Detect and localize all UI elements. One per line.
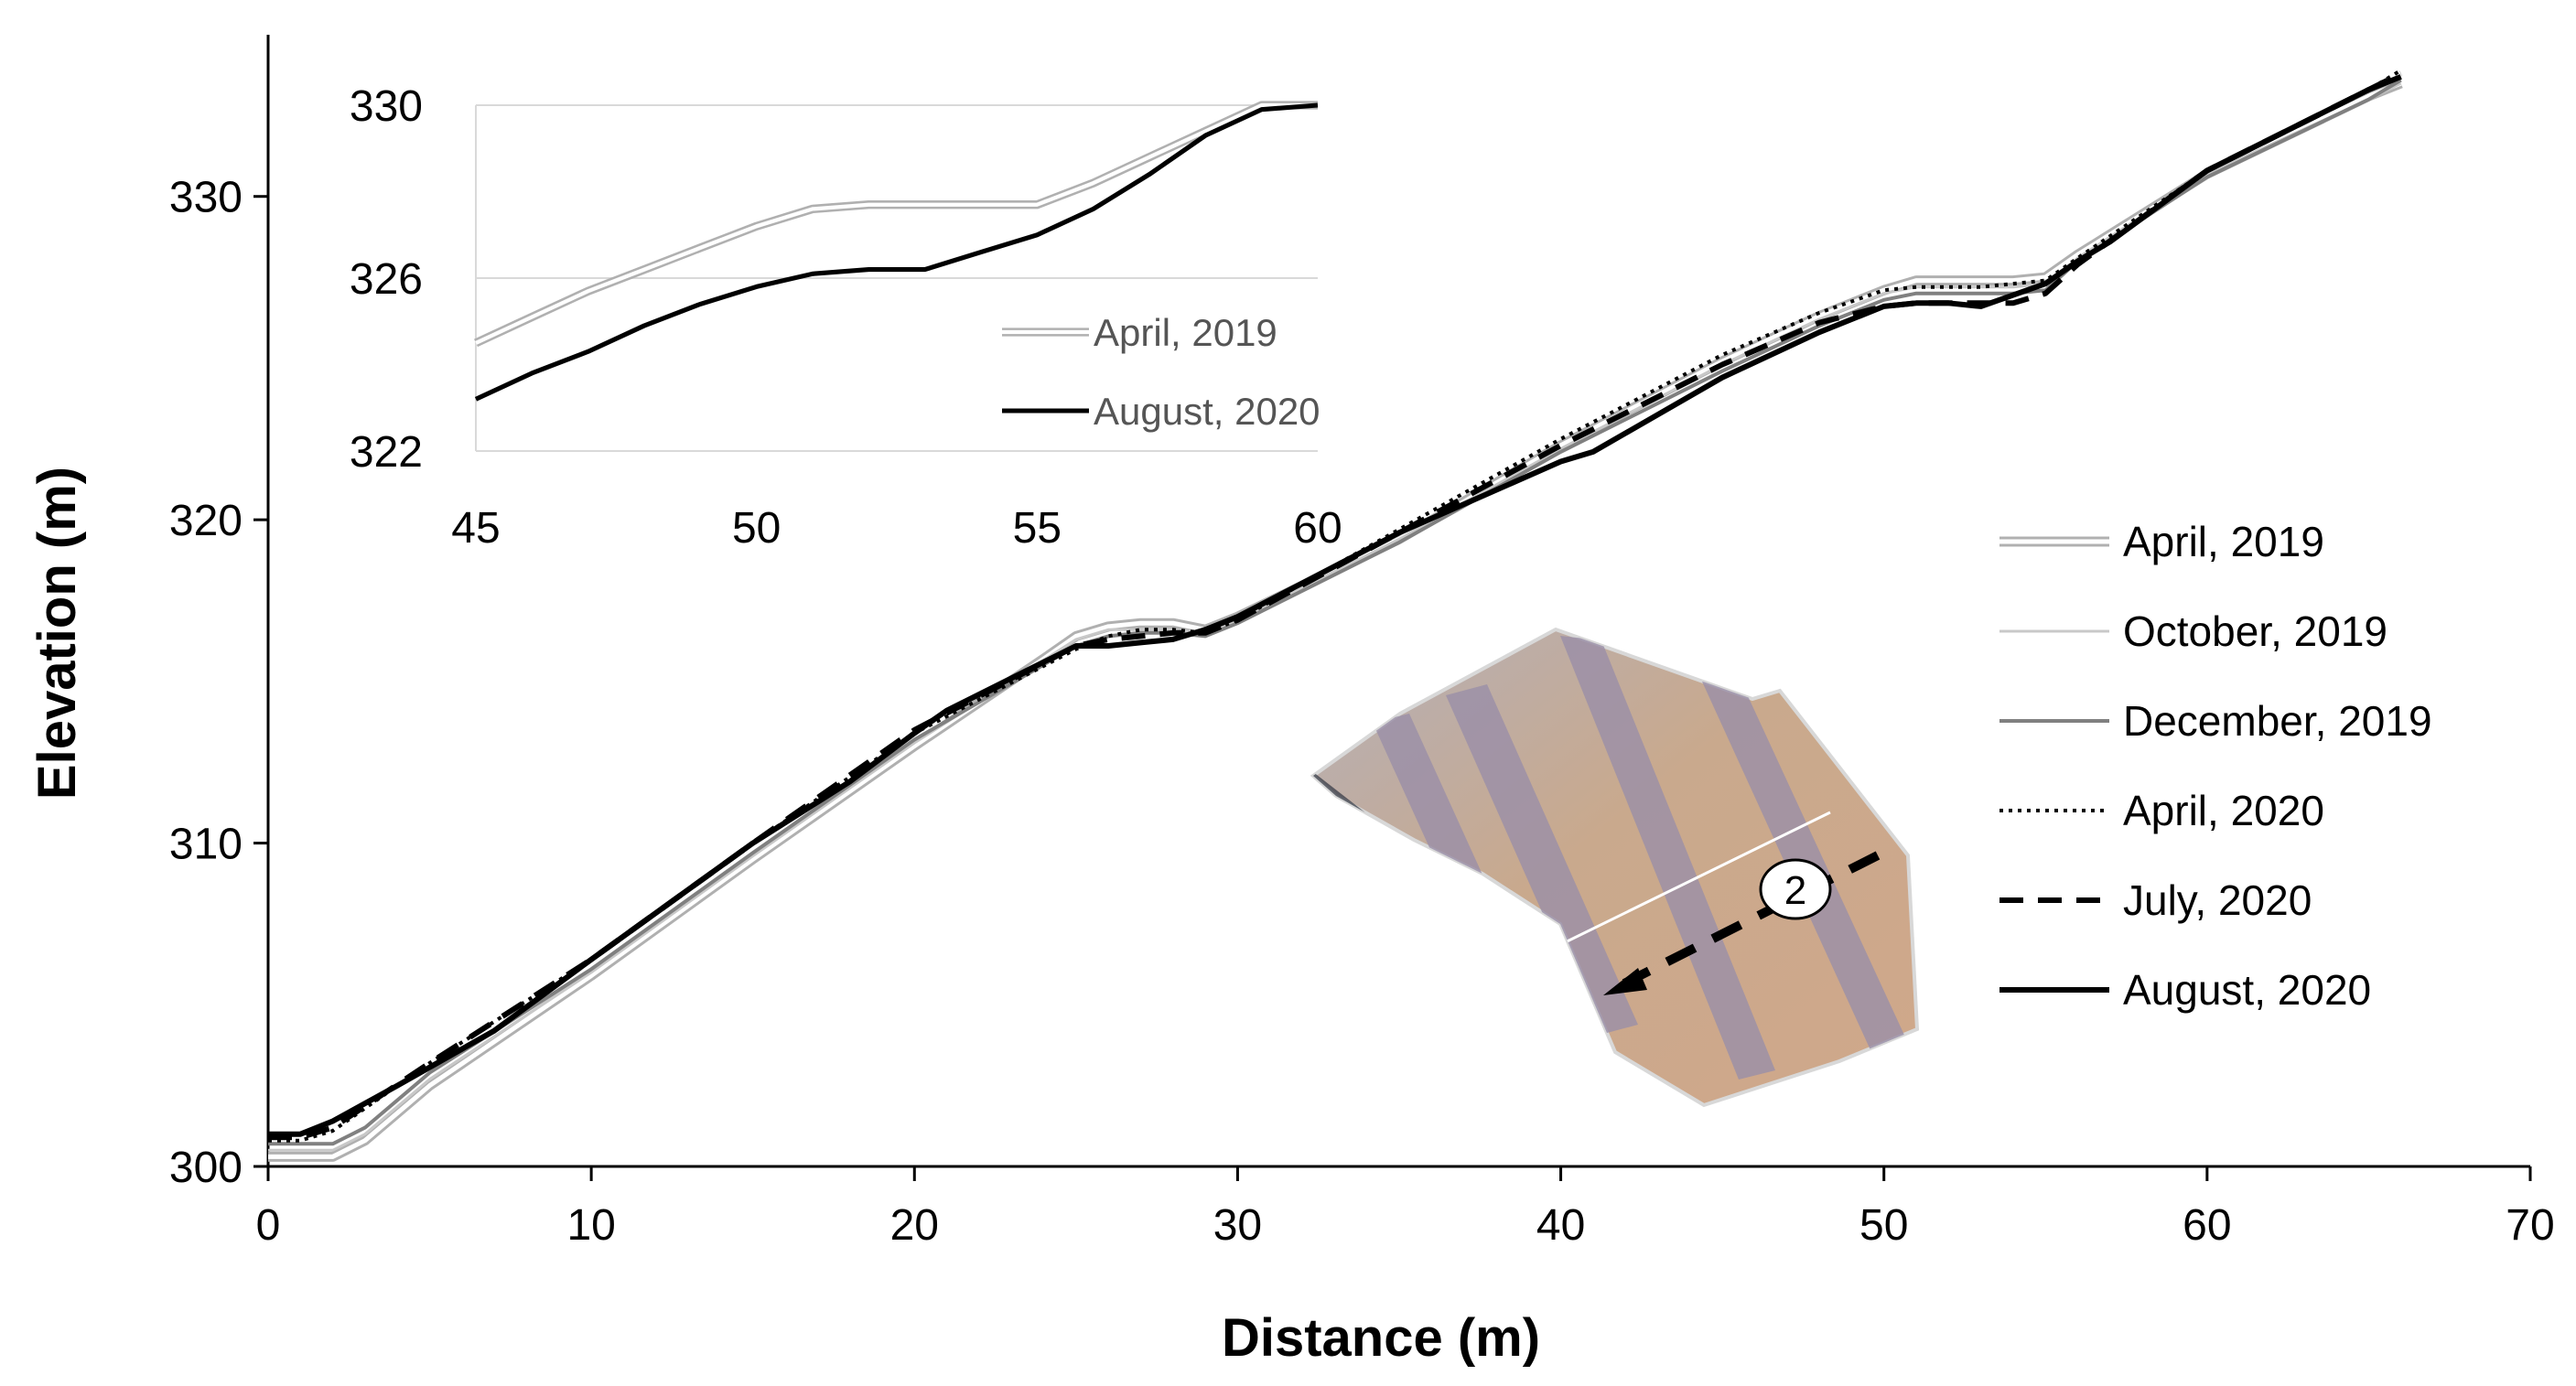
photo-stripe (1446, 684, 1638, 1036)
profile-arrowhead (1603, 968, 1647, 995)
inset-y-tick-label: 322 (350, 428, 423, 477)
y-tick-label: 300 (169, 1144, 243, 1192)
inset-legend: April, 2019 August, 2020 (1002, 311, 1320, 433)
main-chart: 0 10 20 30 40 50 60 70 300 310 320 330 April, 2019 O… (27, 35, 2555, 1368)
legend-label-april-2019: April, 2019 (2123, 518, 2324, 565)
inset-legend-label-april-2019: April, 2019 (1094, 311, 1277, 354)
series-line-august-2020 (268, 74, 2402, 1137)
main-series-group (268, 69, 2403, 1162)
y-axis-title: Elevation (m) (27, 467, 87, 800)
legend-label-december-2019: December, 2019 (2123, 697, 2432, 745)
series-line-april-2019-inner (475, 102, 1318, 345)
inset-y-tick-label: 326 (350, 255, 423, 304)
inset-x-tick-label: 55 (1013, 504, 1062, 553)
site-photo: 2 (1310, 627, 1920, 1108)
inset-x-tick-label: 60 (1293, 504, 1342, 553)
x-tick-label: 60 (2183, 1201, 2231, 1250)
legend-label-july-2020: July, 2020 (2123, 876, 2312, 924)
profile-marker (1759, 858, 1832, 920)
main-axes: 0 10 20 30 40 50 60 70 300 310 320 330 (169, 35, 2555, 1250)
x-axis-title: Distance (m) (1222, 1308, 1540, 1368)
inset-x-tick-label: 50 (732, 504, 781, 553)
legend-label-april-2020: April, 2020 (2123, 787, 2324, 834)
y-tick-label: 330 (169, 174, 243, 222)
series-line-december-2019 (268, 78, 2402, 1146)
x-tick-label: 30 (1213, 1201, 1262, 1250)
x-tick-label: 20 (890, 1201, 939, 1250)
profile-marker-label: 2 (1784, 868, 1806, 913)
legend-label-october-2019: October, 2019 (2123, 607, 2387, 655)
inset-chart: 322 326 330 45 50 55 60 April, 2019 August, 202… (350, 82, 1342, 553)
inset-series-group (474, 101, 1319, 402)
y-tick-label: 320 (169, 497, 243, 545)
x-tick-label: 40 (1536, 1201, 1585, 1250)
main-legend: April, 2019 October, 2019 December, 2019 Ap… (1999, 518, 2432, 1014)
x-tick-label: 50 (1859, 1201, 1908, 1250)
inset-x-tick-label: 45 (451, 504, 500, 553)
inset-legend-label-august-2020: August, 2020 (1094, 390, 1320, 433)
y-tick-label: 310 (169, 821, 243, 869)
photo-stripe (1560, 636, 1775, 1080)
inset-y-tick-label: 330 (350, 82, 423, 131)
x-tick-label: 10 (566, 1201, 615, 1250)
series-line-august-2020 (474, 102, 1319, 402)
x-tick-label: 0 (256, 1201, 281, 1250)
photo-line (1546, 811, 1831, 953)
inset-axes: 322 326 330 45 50 55 60 (350, 82, 1342, 553)
x-tick-label: 70 (2506, 1201, 2554, 1250)
legend-label-august-2020: August, 2020 (2123, 966, 2371, 1014)
